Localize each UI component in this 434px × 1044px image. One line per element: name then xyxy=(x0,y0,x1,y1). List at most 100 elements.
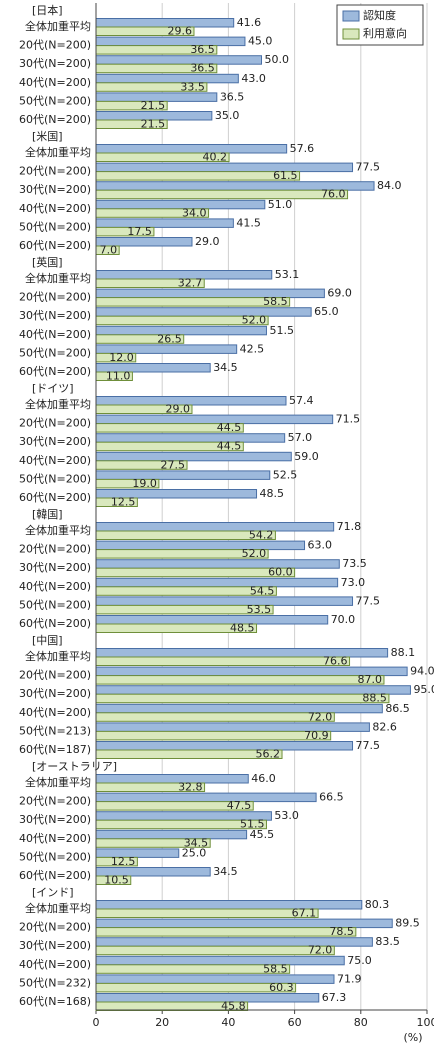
y-tick-label: 50代(N=200) xyxy=(19,346,91,359)
value-label: 25.0 xyxy=(182,846,207,859)
value-label: 77.5 xyxy=(356,161,381,174)
y-tick-label: 50代(N=200) xyxy=(19,472,91,485)
bar xyxy=(95,900,363,910)
value-label: 71.8 xyxy=(337,520,362,533)
value-label: 32.7 xyxy=(178,277,203,290)
value-label: 73.5 xyxy=(342,557,367,570)
value-label: 76.6 xyxy=(323,655,348,668)
value-label: 12.0 xyxy=(109,351,134,364)
value-label: 53.1 xyxy=(275,268,300,281)
bar xyxy=(95,55,262,65)
y-tick-label: 20代(N=200) xyxy=(19,543,91,556)
value-label: 58.5 xyxy=(263,962,288,975)
value-label: 94.0 xyxy=(410,665,434,678)
value-label: 73.0 xyxy=(341,576,366,589)
value-label: 77.5 xyxy=(356,739,381,752)
bar xyxy=(95,577,339,588)
y-tick-label: 60代(N=200) xyxy=(19,113,91,126)
bar xyxy=(95,288,325,299)
bar xyxy=(95,144,288,154)
y-tick-label: 40代(N=200) xyxy=(19,958,91,971)
value-label: 69.0 xyxy=(327,287,352,300)
x-tick-label: 20 xyxy=(155,1016,169,1029)
bar xyxy=(95,945,335,956)
value-label: 71.9 xyxy=(337,972,362,985)
value-label: 61.5 xyxy=(273,169,298,182)
x-axis-label: (%) xyxy=(403,1031,422,1044)
bar xyxy=(95,559,340,569)
bar xyxy=(95,703,383,714)
value-label: 21.5 xyxy=(141,99,166,112)
bar xyxy=(95,396,287,406)
value-label: 36.5 xyxy=(190,43,215,56)
x-tick-label: 100 xyxy=(417,1016,434,1029)
value-label: 52.0 xyxy=(242,547,267,560)
value-label: 48.5 xyxy=(260,487,285,500)
legend-swatch xyxy=(342,28,360,40)
group-label: [インド] xyxy=(32,886,74,899)
value-label: 51.5 xyxy=(240,818,265,831)
value-label: 70.0 xyxy=(331,613,356,626)
value-label: 46.0 xyxy=(251,772,276,785)
value-label: 32.8 xyxy=(178,781,203,794)
value-label: 33.5 xyxy=(180,80,205,93)
value-label: 83.5 xyxy=(375,935,400,948)
legend-swatch xyxy=(342,10,360,22)
bar xyxy=(95,741,354,751)
bar xyxy=(95,162,354,173)
group-label: [中国] xyxy=(32,634,63,647)
y-tick-label: 全体加重平均 xyxy=(25,145,91,159)
value-label: 51.0 xyxy=(268,198,293,211)
value-label: 76.0 xyxy=(321,188,346,201)
value-label: 67.1 xyxy=(292,907,317,920)
y-tick-label: 30代(N=200) xyxy=(19,813,91,826)
value-label: 89.5 xyxy=(395,917,420,930)
value-label: 12.5 xyxy=(111,496,136,509)
value-label: 34.0 xyxy=(182,206,207,219)
group-label: [オーストラリア] xyxy=(32,760,117,773)
bar xyxy=(95,451,292,462)
value-label: 70.9 xyxy=(304,729,329,742)
value-label: 59.0 xyxy=(294,450,319,463)
bar xyxy=(95,414,334,425)
value-label: 87.0 xyxy=(357,673,382,686)
y-tick-label: 20代(N=200) xyxy=(19,921,91,934)
y-tick-label: 20代(N=200) xyxy=(19,291,91,304)
value-label: 52.0 xyxy=(242,314,267,327)
value-label: 78.5 xyxy=(329,925,354,938)
value-label: 72.0 xyxy=(308,710,333,723)
bar xyxy=(95,218,234,228)
value-label: 29.0 xyxy=(165,403,190,416)
bar xyxy=(95,993,320,1003)
value-label: 36.5 xyxy=(190,62,215,75)
value-label: 47.5 xyxy=(227,799,252,812)
value-label: 52.5 xyxy=(273,468,298,481)
bar xyxy=(95,36,246,47)
value-label: 34.5 xyxy=(213,865,238,878)
value-label: 7.0 xyxy=(100,244,118,257)
value-label: 88.1 xyxy=(391,646,416,659)
y-tick-label: 全体加重平均 xyxy=(25,523,91,537)
value-label: 45.0 xyxy=(248,35,273,48)
bar xyxy=(95,927,357,937)
value-label: 35.0 xyxy=(215,109,240,122)
y-tick-label: 30代(N=200) xyxy=(19,561,91,574)
bar xyxy=(95,712,335,722)
value-label: 95.0 xyxy=(413,683,434,696)
value-label: 58.5 xyxy=(263,295,288,308)
value-label: 27.5 xyxy=(161,458,186,471)
bar xyxy=(95,774,249,784)
y-tick-label: 50代(N=232) xyxy=(19,976,91,989)
value-label: 54.5 xyxy=(250,584,275,597)
value-label: 80.3 xyxy=(365,898,390,911)
value-label: 54.2 xyxy=(249,529,274,542)
bar xyxy=(95,974,335,984)
value-label: 51.5 xyxy=(269,324,294,337)
x-tick-label: 0 xyxy=(93,1016,100,1029)
bar xyxy=(95,540,306,551)
group-label: [英国] xyxy=(32,255,63,269)
bar xyxy=(95,693,390,704)
y-tick-label: 20代(N=200) xyxy=(19,417,91,430)
value-label: 29.0 xyxy=(195,235,220,248)
